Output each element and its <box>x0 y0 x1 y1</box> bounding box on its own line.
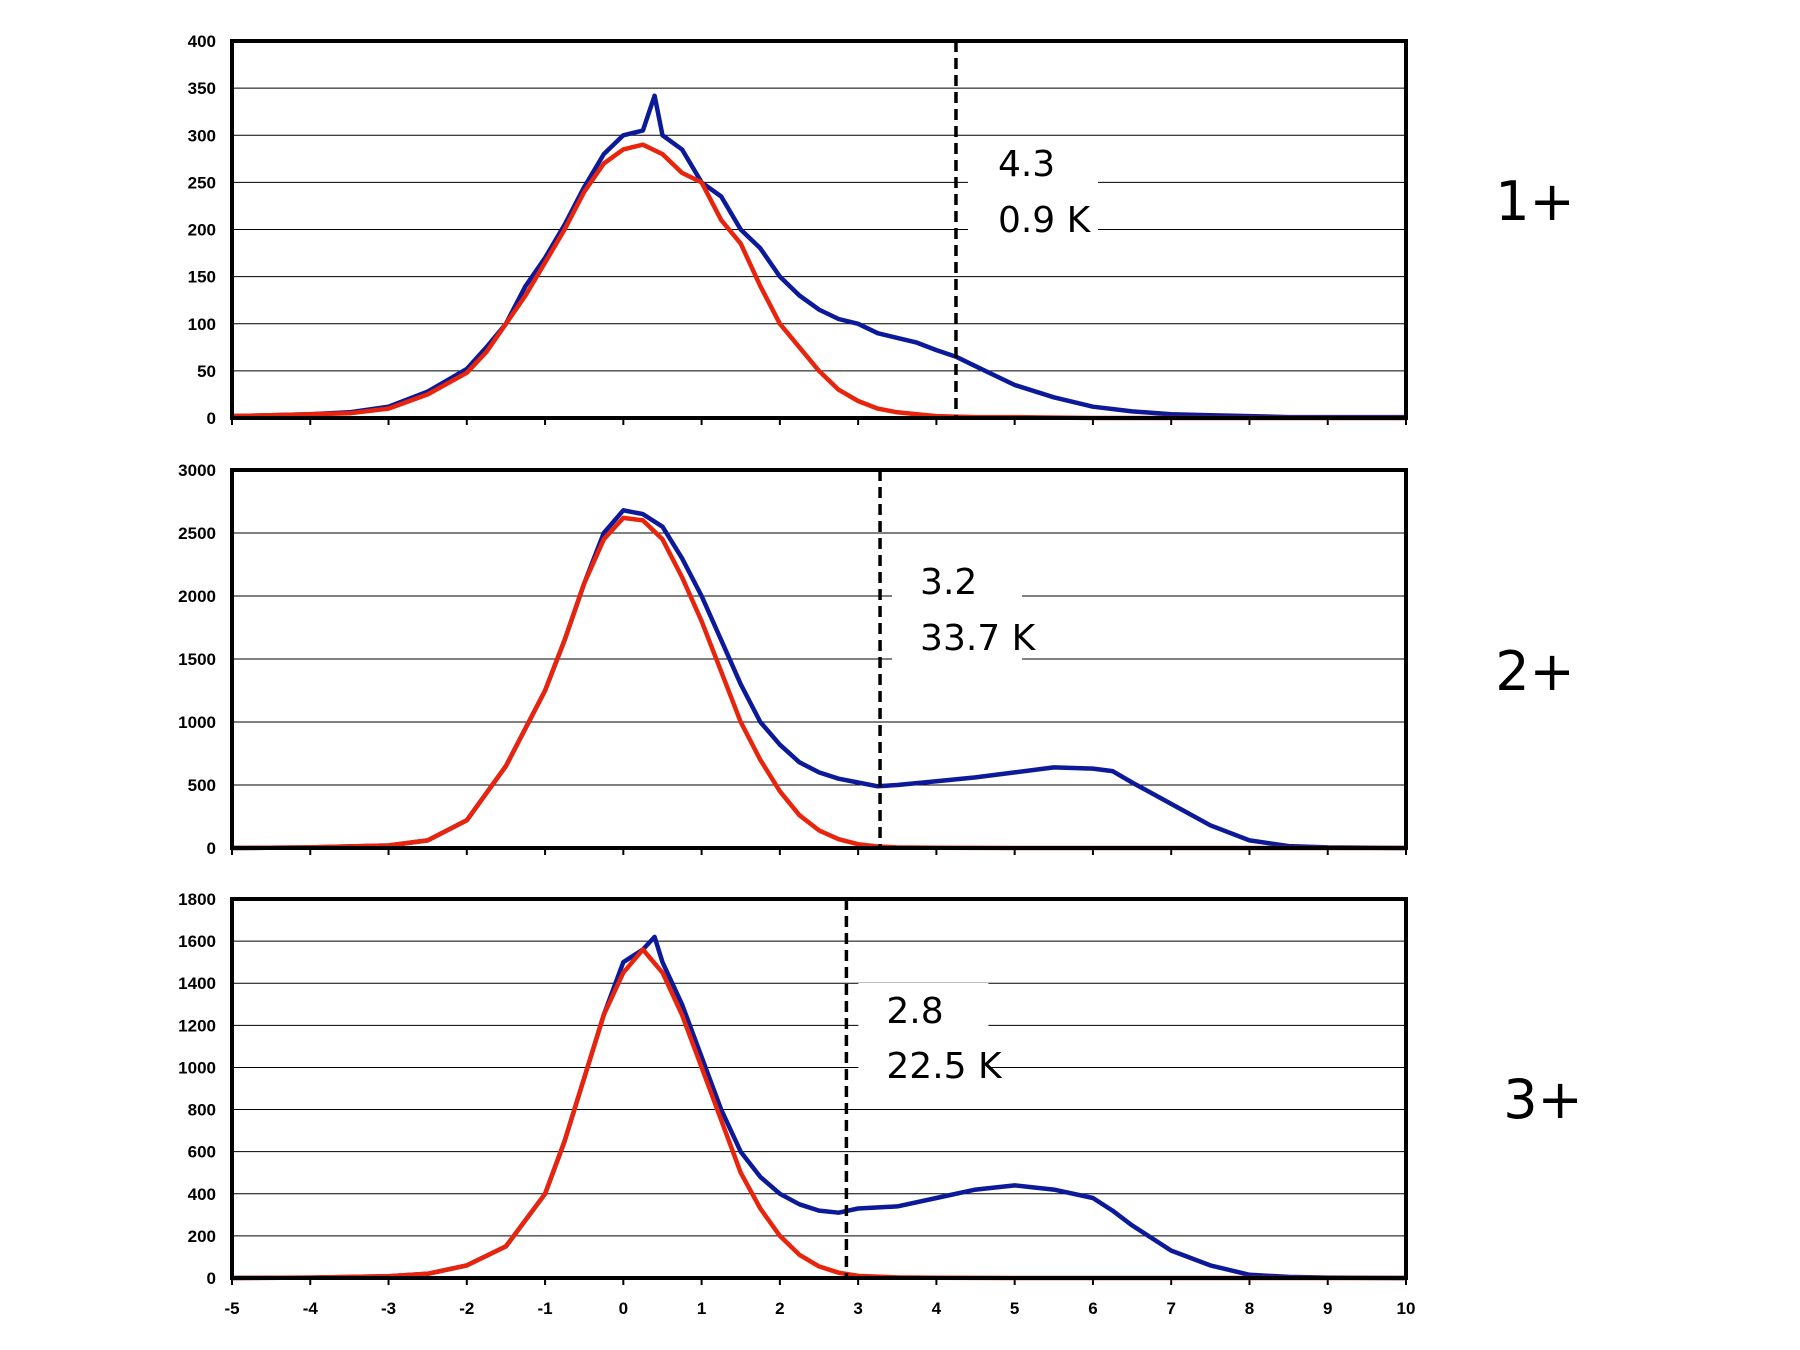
y-tick-label: 350 <box>188 79 216 98</box>
y-tick-label: 200 <box>188 1227 216 1246</box>
annotation-count: 33.7 K <box>920 618 1037 659</box>
x-tick-label: 9 <box>1323 1299 1332 1318</box>
y-tick-label: 1000 <box>178 713 216 732</box>
x-tick-label: 10 <box>1397 1299 1416 1318</box>
y-tick-label: 1800 <box>178 890 216 909</box>
y-tick-label: 1000 <box>178 1058 216 1077</box>
panel-label: 2+ <box>1495 640 1575 703</box>
y-tick-label: 150 <box>188 268 216 287</box>
y-tick-label: 400 <box>188 32 216 51</box>
x-tick-label: -4 <box>303 1299 319 1318</box>
y-tick-label: 3000 <box>178 461 216 480</box>
blue-series-line <box>231 934 1407 1281</box>
y-tick-label: 0 <box>207 1269 216 1288</box>
y-tick-label: 200 <box>188 221 216 240</box>
plot-frame <box>230 468 1408 850</box>
y-tick-label: 600 <box>188 1143 216 1162</box>
annotation-box <box>892 554 1023 668</box>
x-tick-label: 6 <box>1088 1299 1097 1318</box>
annotation-score: 4.3 <box>998 144 1055 185</box>
x-tick-label: 3 <box>853 1299 862 1318</box>
plot-frame <box>230 39 1408 420</box>
red-series-line <box>231 947 1406 1281</box>
x-tick-label: 4 <box>932 1299 942 1318</box>
x-tick-label: -3 <box>381 1299 396 1318</box>
annotation-count: 0.9 K <box>998 200 1092 241</box>
y-tick-label: 0 <box>207 839 216 858</box>
y-tick-label: 2000 <box>178 587 216 606</box>
annotation-score: 3.2 <box>920 562 977 603</box>
x-tick-label: -1 <box>538 1299 553 1318</box>
plot-frame <box>230 897 1408 1280</box>
panel-label: 3+ <box>1503 1068 1583 1131</box>
y-tick-label: 1500 <box>178 650 216 669</box>
annotation-box <box>858 983 989 1096</box>
x-tick-label: 7 <box>1166 1299 1175 1318</box>
x-tick-label: 2 <box>775 1299 784 1318</box>
y-tick-label: 1400 <box>178 974 216 993</box>
blue-series-line <box>231 508 1407 851</box>
y-tick-label: 0 <box>207 409 216 428</box>
y-tick-label: 800 <box>188 1101 216 1120</box>
y-tick-label: 50 <box>197 362 216 381</box>
red-series-line <box>231 515 1406 851</box>
y-tick-label: 1600 <box>178 932 216 951</box>
panel-label: 1+ <box>1495 170 1575 233</box>
red-series-line <box>231 142 1406 421</box>
annotation-box <box>967 136 1098 250</box>
x-tick-label: -5 <box>224 1299 239 1318</box>
y-tick-label: 500 <box>188 776 216 795</box>
y-tick-label: 1200 <box>178 1016 216 1035</box>
x-tick-label: -2 <box>459 1299 474 1318</box>
x-tick-label: 5 <box>1010 1299 1019 1318</box>
y-tick-label: 100 <box>188 315 216 334</box>
annotation-count: 22.5 K <box>886 1046 1003 1087</box>
x-tick-label: 1 <box>697 1299 706 1318</box>
y-tick-label: 400 <box>188 1185 216 1204</box>
x-tick-label: 8 <box>1245 1299 1254 1318</box>
y-tick-label: 2500 <box>178 524 216 543</box>
y-tick-label: 300 <box>188 126 216 145</box>
annotation-score: 2.8 <box>886 991 943 1032</box>
x-tick-label: 0 <box>619 1299 628 1318</box>
y-tick-label: 250 <box>188 173 216 192</box>
